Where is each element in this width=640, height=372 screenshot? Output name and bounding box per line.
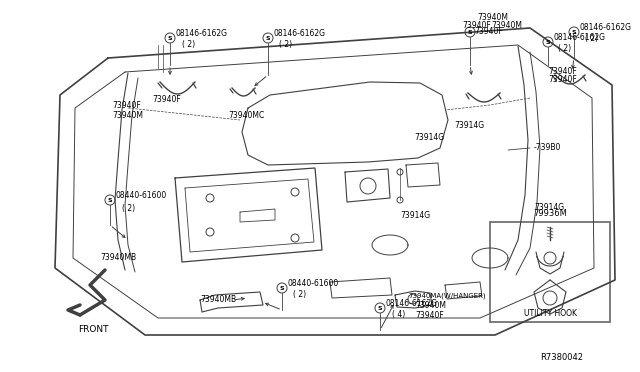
Text: 73914G: 73914G: [454, 121, 484, 129]
Text: 08146-6162G: 08146-6162G: [580, 23, 632, 32]
Text: 73940F: 73940F: [415, 311, 444, 320]
Text: R7380042: R7380042: [540, 353, 583, 362]
Text: FRONT: FRONT: [78, 326, 109, 334]
Text: 73940M: 73940M: [112, 110, 143, 119]
Text: 73940MB: 73940MB: [200, 295, 236, 305]
Text: ( 4): ( 4): [392, 311, 405, 320]
Text: UTILITY HOOK: UTILITY HOOK: [524, 310, 577, 318]
Text: 73940F: 73940F: [548, 76, 577, 84]
Text: 73940MB: 73940MB: [100, 253, 136, 263]
Text: 73940MC: 73940MC: [228, 110, 264, 119]
Text: 73940F: 73940F: [474, 28, 503, 36]
Text: ( 2): ( 2): [182, 39, 195, 48]
Text: 73940MA(W/HANGER): 73940MA(W/HANGER): [408, 293, 486, 299]
Text: 73940M: 73940M: [477, 13, 508, 22]
Text: 73940F: 73940F: [462, 20, 491, 29]
Text: 73914G: 73914G: [414, 134, 444, 142]
Text: S: S: [266, 35, 270, 41]
Text: 73940M: 73940M: [491, 22, 522, 31]
Text: 79936M: 79936M: [533, 209, 567, 218]
Text: 08146-6162G: 08146-6162G: [176, 29, 228, 38]
Text: 08146-6162G: 08146-6162G: [386, 299, 438, 308]
Text: 73940F: 73940F: [548, 67, 577, 77]
Text: S: S: [378, 305, 382, 311]
Text: 73940F: 73940F: [112, 100, 141, 109]
Text: ( 2): ( 2): [558, 44, 571, 52]
Text: ( 2): ( 2): [585, 33, 598, 42]
Text: S: S: [546, 39, 550, 45]
Text: ( 2): ( 2): [122, 203, 135, 212]
Text: S: S: [108, 198, 112, 202]
Text: 73914G: 73914G: [400, 211, 430, 219]
Text: 08146-6162G: 08146-6162G: [274, 29, 326, 38]
Text: 08440-61600: 08440-61600: [288, 279, 339, 289]
Text: S: S: [280, 285, 284, 291]
Text: S: S: [468, 29, 472, 35]
Text: 73940F: 73940F: [152, 96, 180, 105]
Text: -739B0: -739B0: [534, 144, 561, 153]
Text: 08440-61600: 08440-61600: [116, 192, 167, 201]
Text: ( 2): ( 2): [279, 39, 292, 48]
Text: 73940M: 73940M: [415, 301, 446, 311]
Text: S: S: [572, 29, 576, 35]
Text: 73914G: 73914G: [534, 203, 564, 212]
Text: 08146-6162G: 08146-6162G: [554, 33, 606, 42]
Text: ( 2): ( 2): [293, 291, 306, 299]
Text: S: S: [168, 35, 172, 41]
Bar: [490, 222, 610, 322]
